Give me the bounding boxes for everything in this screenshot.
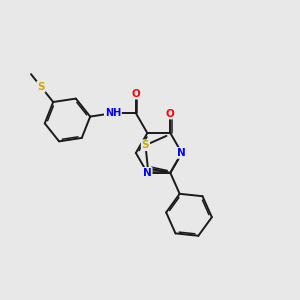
Text: N: N (177, 148, 186, 158)
Text: S: S (142, 140, 149, 150)
Text: NH: NH (105, 108, 121, 118)
Text: N: N (143, 168, 152, 178)
Text: O: O (166, 109, 175, 118)
Text: O: O (131, 88, 140, 99)
Text: S: S (37, 82, 45, 92)
